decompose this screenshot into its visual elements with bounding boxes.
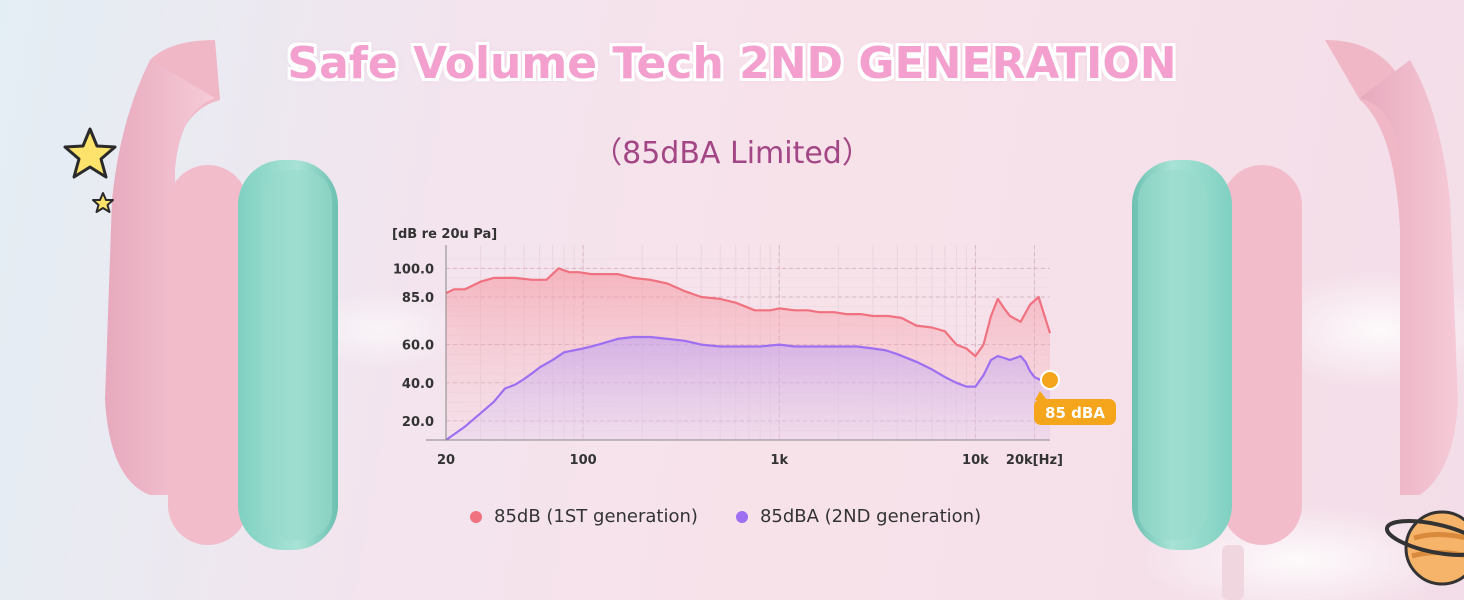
frequency-response-chart: 20.0 40.0 60.0 85.0 100.0 20 100 1k 10k 20k[Hz] [… [392, 227, 1116, 468]
y-tick-label: 100.0 [393, 262, 434, 277]
legend-label-2nd-gen: 85dBA (2ND generation) [759, 506, 982, 527]
series-line-1 [445, 267, 1052, 358]
legend-marker-1st-gen [470, 510, 482, 523]
callout-85dba: 85 dBA [1034, 370, 1116, 425]
chart-legend: 85dB (1ST generation) 85dBA (2ND generat… [470, 506, 981, 527]
legend-marker-2nd-gen [735, 510, 748, 523]
small-star-icon [92, 192, 114, 213]
x-tick-label: 1k [770, 453, 788, 468]
y-tick-label: 20.0 [402, 415, 434, 430]
callout-label: 85 dBA [1045, 404, 1105, 422]
left-headphone-cup [105, 40, 338, 550]
right-headphone-cup [1132, 40, 1458, 600]
y-tick-label: 85.0 [402, 291, 434, 306]
x-tick-label: 20k[Hz] [1006, 453, 1063, 468]
planet-icon [1384, 510, 1464, 586]
series-area-2 [446, 337, 1050, 440]
legend-item-2nd-gen: 85dBA (2ND generation) [735, 506, 982, 527]
x-tick-label: 100 [570, 453, 597, 468]
y-tick-label: 60.0 [402, 339, 434, 354]
star-icon [63, 127, 117, 179]
x-tick-label: 20 [437, 453, 455, 468]
legend-label-1st-gen: 85dB (1ST generation) [494, 506, 698, 527]
page-title: Safe Volume Tech 2ND GENERATION [287, 38, 1177, 89]
page-subtitle: （85dBA Limited） [592, 136, 872, 171]
y-axis-label: [dB re 20u Pa] [392, 227, 497, 242]
legend-item-1st-gen: 85dB (1ST generation) [470, 506, 698, 527]
y-tick-label: 40.0 [402, 377, 434, 392]
x-tick-label: 10k [962, 453, 989, 468]
series-line-2 [445, 335, 1051, 441]
